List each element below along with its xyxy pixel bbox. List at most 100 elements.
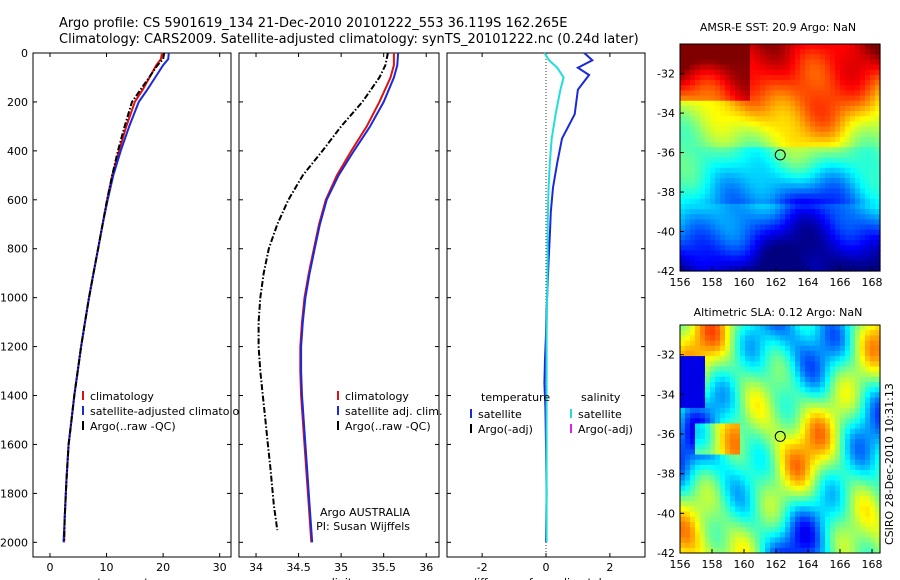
map-cell (750, 356, 756, 362)
map-cell (685, 423, 691, 430)
map-cell (835, 105, 841, 112)
map-cell (810, 203, 816, 210)
map-cell (865, 397, 871, 404)
map-cell (845, 356, 851, 362)
map-cell (790, 214, 796, 221)
map-cell (840, 371, 846, 378)
map-cell (765, 459, 771, 466)
map-cell (735, 209, 741, 215)
map-cell (780, 183, 786, 190)
map-cell (840, 95, 846, 102)
map-cell (815, 402, 821, 409)
map-cell (680, 413, 686, 419)
map-cell (800, 340, 806, 347)
map-cell (705, 449, 711, 456)
map-cell (735, 157, 741, 164)
map-cell (850, 454, 856, 461)
map-cell (695, 382, 701, 388)
map-cell (705, 245, 711, 251)
map-cell (735, 470, 741, 476)
map-cell (810, 475, 816, 482)
map-cell (855, 382, 861, 388)
map-cell (875, 464, 881, 471)
map-cell (850, 407, 856, 414)
map-cell (695, 418, 701, 425)
map-cell (780, 172, 786, 179)
map-cell (680, 157, 686, 164)
map-cell (695, 183, 701, 190)
map-cell (695, 547, 701, 554)
map-cell (710, 105, 716, 112)
map-cell (725, 423, 731, 430)
map-cell (755, 69, 761, 76)
map-cell (745, 80, 751, 86)
map-cell (695, 392, 701, 399)
map-cell (730, 49, 736, 55)
map-cell (785, 382, 791, 388)
map-cell (765, 157, 771, 164)
map-cell (825, 255, 831, 262)
map-cell (755, 454, 761, 461)
map-cell (815, 260, 821, 267)
map-cell (795, 521, 801, 528)
map-cell (850, 459, 856, 466)
map-cell (865, 350, 871, 357)
map-cell (745, 260, 751, 267)
map-cell (865, 116, 871, 122)
map-cell (835, 330, 841, 336)
map-cell (775, 152, 781, 159)
map-cell (800, 542, 806, 549)
map-cell (710, 49, 716, 55)
map-cell (815, 209, 821, 215)
map-cell (810, 371, 816, 378)
map-cell (680, 506, 686, 513)
map-cell (705, 152, 711, 159)
map-cell (870, 219, 876, 226)
map-cell (690, 345, 696, 352)
map-cell (815, 111, 821, 117)
map-cell (715, 54, 721, 61)
map-cell (835, 361, 841, 368)
map-cell (735, 392, 741, 399)
map-cell (840, 532, 846, 539)
map-cell (860, 183, 866, 190)
map-cell (780, 59, 786, 66)
map-cell (735, 54, 741, 61)
map-cell (865, 516, 871, 523)
map-cell (830, 100, 836, 107)
map-cell (870, 511, 876, 518)
map-cell (785, 209, 791, 215)
map-cell (790, 392, 796, 399)
map-cell (735, 203, 741, 210)
map-cell (805, 54, 811, 61)
map-cell (780, 475, 786, 482)
map-cell (830, 157, 836, 164)
map-cell (710, 172, 716, 179)
map-cell (730, 162, 736, 169)
map-cell (790, 64, 796, 71)
map-cell (740, 255, 746, 262)
map-cell (835, 433, 841, 440)
map-cell (825, 527, 831, 533)
map-cell (805, 428, 811, 435)
map-cell (685, 449, 691, 456)
map-cell (765, 172, 771, 179)
map-cell (805, 214, 811, 221)
map-cell (855, 157, 861, 164)
map-cell (735, 265, 741, 272)
map-cell (830, 193, 836, 200)
map-cell (760, 475, 766, 482)
map-cell (715, 229, 721, 236)
map-cell (840, 387, 846, 393)
map-cell (705, 470, 711, 476)
map-cell (800, 521, 806, 528)
map-cell (760, 162, 766, 169)
map-cell (850, 496, 856, 502)
map-cell (700, 136, 706, 143)
map-cell (770, 418, 776, 425)
map-cell (785, 136, 791, 143)
map-cell (850, 111, 856, 117)
map-cell (760, 157, 766, 164)
map-cell (820, 265, 826, 272)
map-cell (870, 116, 876, 122)
